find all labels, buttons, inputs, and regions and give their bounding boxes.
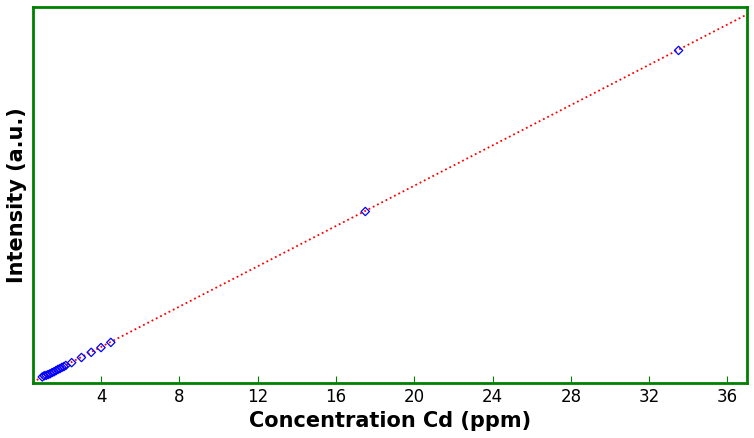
Point <box>50 367 62 374</box>
Point <box>85 349 97 356</box>
Point <box>44 370 56 377</box>
Point <box>56 364 68 371</box>
Point <box>60 362 72 369</box>
Point <box>95 344 107 351</box>
Y-axis label: Intensity (a.u.): Intensity (a.u.) <box>7 107 27 283</box>
Point <box>75 354 87 361</box>
Point <box>38 372 51 379</box>
Point <box>36 374 48 381</box>
Point <box>359 208 371 215</box>
Point <box>54 365 66 372</box>
Point <box>58 363 70 370</box>
Point <box>52 366 64 373</box>
Point <box>105 339 117 346</box>
Point <box>46 369 58 376</box>
X-axis label: Concentration Cd (ppm): Concentration Cd (ppm) <box>249 411 531 431</box>
Point <box>66 359 78 366</box>
Point <box>673 47 685 54</box>
Point <box>48 368 60 375</box>
Point <box>40 372 52 379</box>
Point <box>42 371 54 378</box>
